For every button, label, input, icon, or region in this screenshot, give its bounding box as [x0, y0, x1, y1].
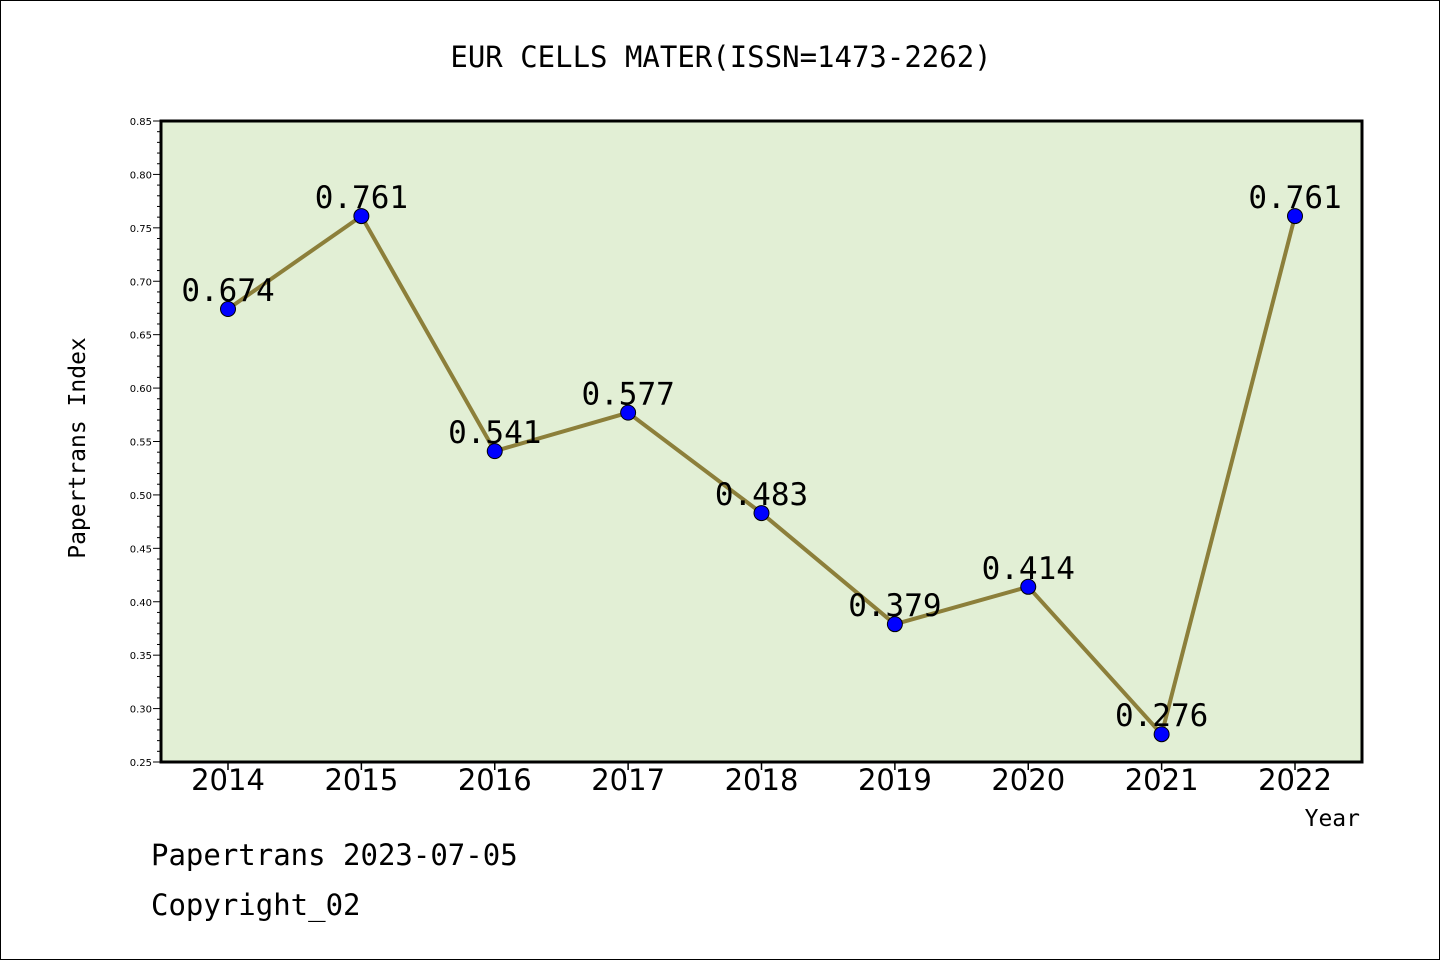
y-tick-label: 0.60 [130, 384, 152, 395]
y-tick-label: 0.85 [130, 117, 152, 128]
y-tick-label: 0.65 [130, 331, 152, 342]
x-tick-label: 2016 [458, 763, 532, 797]
footer-copyright: Copyright_02 [151, 888, 361, 923]
x-axis: 2014 2015 2016 2017 2018 2019 2020 2021 2022 [191, 762, 1332, 797]
data-label: 0.674 [181, 273, 274, 309]
x-tick-label: 2014 [191, 763, 265, 797]
data-point [486, 443, 503, 460]
data-point [1153, 726, 1170, 743]
x-axis-label: Year [1305, 806, 1360, 832]
y-tick-label: 0.70 [130, 277, 152, 288]
y-tick-label: 0.45 [130, 544, 152, 555]
y-axis-label: Papertrans Index [65, 337, 91, 559]
data-label: 0.761 [1248, 180, 1341, 216]
y-tick-label: 0.35 [130, 651, 152, 662]
y-tick-label: 0.80 [130, 170, 152, 181]
data-point [1020, 578, 1037, 595]
data-point [620, 404, 637, 421]
data-label: 0.541 [448, 415, 541, 451]
x-tick-label: 2022 [1258, 763, 1332, 797]
data-point [1287, 208, 1303, 225]
x-tick-label: 2019 [858, 763, 932, 797]
y-tick-label: 0.30 [130, 705, 152, 716]
y-tick-label: 0.50 [130, 491, 152, 502]
chart-title: EUR CELLS MATER(ISSN=1473-2262) [450, 40, 991, 74]
y-tick-label: 0.75 [130, 224, 152, 235]
x-tick-label: 2017 [591, 763, 665, 797]
data-label: 0.483 [715, 477, 808, 513]
data-point [220, 301, 236, 318]
x-tick-label: 2021 [1125, 763, 1199, 797]
data-label: 0.276 [1115, 698, 1208, 734]
data-point [353, 208, 370, 225]
y-tick-label: 0.40 [130, 598, 152, 609]
y-tick-label: 0.25 [130, 758, 152, 769]
y-axis: 0.25 0.30 0.35 0.40 0.45 0.50 0.55 0.60 0.65 0.70… [130, 117, 161, 769]
data-label-group: 0.674 0.761 0.541 0.577 0.483 0.379 0.414 0.276… [181, 180, 1341, 734]
x-tick-label: 2020 [991, 763, 1065, 797]
x-tick-label: 2015 [324, 763, 398, 797]
data-label: 0.577 [581, 377, 674, 413]
data-label: 0.379 [848, 588, 941, 624]
data-label: 0.414 [982, 551, 1075, 587]
y-tick-label: 0.55 [130, 438, 152, 449]
data-point [886, 616, 903, 633]
x-tick-label: 2018 [725, 763, 799, 797]
plot-area [159, 119, 1364, 764]
data-point [753, 505, 770, 522]
series-line-group [220, 208, 1303, 743]
footer-date: Papertrans 2023-07-05 [151, 838, 518, 872]
data-label: 0.761 [315, 180, 408, 216]
